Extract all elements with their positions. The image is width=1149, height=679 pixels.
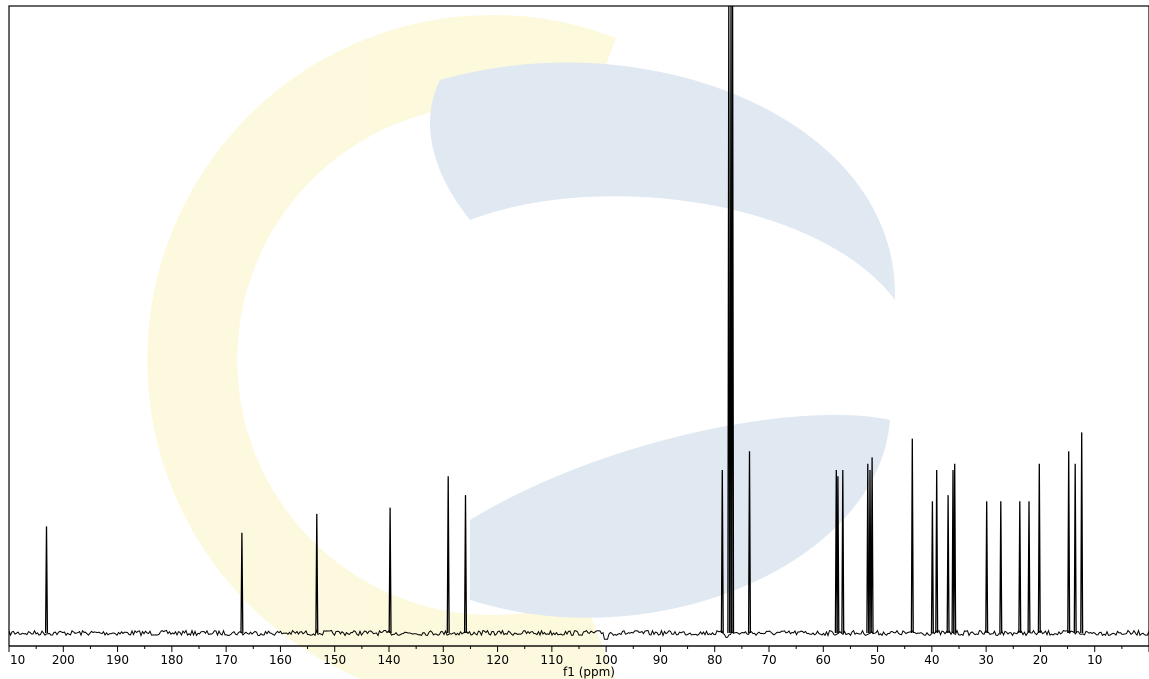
peak-29 [1073, 463, 1077, 634]
peak-20 [946, 495, 950, 634]
tick-label-100: 100 [595, 653, 618, 667]
peak-10 [747, 451, 752, 634]
tick-label-180: 180 [160, 653, 183, 667]
tick-label-50: 50 [870, 653, 885, 667]
peak-26 [1027, 501, 1031, 634]
peak-16 [870, 457, 874, 634]
peak-27 [1037, 463, 1041, 634]
tick-label-30: 30 [979, 653, 994, 667]
peak-4 [446, 476, 450, 634]
peak-6 [720, 469, 724, 634]
peak-15 [868, 469, 872, 634]
tick-label-140: 140 [378, 653, 401, 667]
peak-12 [836, 476, 840, 634]
peak-3 [388, 507, 392, 634]
peak-18 [930, 501, 934, 634]
peak-23 [985, 501, 989, 634]
peak-1 [240, 532, 244, 634]
tick-label-10: 10 [1087, 653, 1102, 667]
watermark-swoosh-top [430, 62, 896, 300]
peak-0 [44, 526, 49, 634]
tick-label-90: 90 [653, 653, 668, 667]
tick-label-80: 80 [707, 653, 722, 667]
spectrum-trace [8, 5, 1149, 640]
x-axis-ticks: 10 200 190 180 170 160 150 140 130 120 110 100 90 80 7… [8, 646, 1149, 667]
peak-24 [999, 501, 1003, 634]
tick-label-110: 110 [540, 653, 563, 667]
tick-label-60: 60 [816, 653, 831, 667]
tick-label-170: 170 [215, 653, 238, 667]
tick-label-40: 40 [924, 653, 939, 667]
peak-30 [1080, 432, 1084, 634]
tick-label-150: 150 [323, 653, 346, 667]
watermark-swoosh-bottom [470, 414, 890, 618]
peak-25 [1018, 501, 1022, 634]
peak-19 [935, 469, 939, 634]
peak-9 [731, 5, 735, 634]
peak-2 [315, 513, 319, 634]
peak-14 [866, 463, 870, 634]
tick-label-160: 160 [269, 653, 292, 667]
tick-label-120: 120 [486, 653, 509, 667]
tick-label-190: 190 [106, 653, 129, 667]
watermark-arc [147, 15, 617, 679]
tick-label-20: 20 [1033, 653, 1048, 667]
peak-7 [727, 5, 731, 634]
peak-5 [463, 495, 468, 634]
spectrum-baseline [8, 628, 1149, 640]
tick-label-200: 200 [52, 653, 75, 667]
tick-label-130: 130 [432, 653, 455, 667]
x-axis-label: f1 (ppm) [563, 665, 615, 679]
tick-label-210: 10 [10, 653, 25, 667]
peak-13 [841, 469, 845, 634]
peak-22 [953, 463, 957, 634]
tick-label-70: 70 [761, 653, 776, 667]
peak-28 [1067, 451, 1071, 634]
watermark [147, 15, 896, 679]
peak-17 [910, 438, 914, 634]
